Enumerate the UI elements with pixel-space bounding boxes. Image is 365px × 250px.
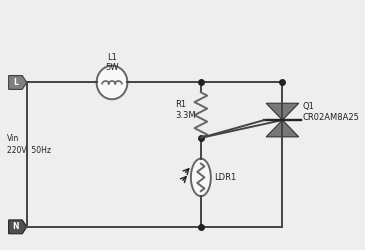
Circle shape [97, 66, 127, 99]
Text: Vin
220V  50Hz: Vin 220V 50Hz [7, 134, 51, 155]
Polygon shape [266, 103, 299, 120]
Polygon shape [266, 120, 299, 137]
Text: R1
3.3M: R1 3.3M [176, 100, 196, 120]
Text: LDR1: LDR1 [215, 173, 237, 182]
Polygon shape [9, 76, 27, 90]
Ellipse shape [191, 158, 211, 196]
Text: L1
5W: L1 5W [105, 53, 119, 72]
Text: N: N [13, 222, 19, 231]
Text: Q1
CR02AM8A25: Q1 CR02AM8A25 [302, 102, 359, 122]
Polygon shape [9, 220, 27, 234]
Text: L: L [14, 78, 18, 87]
